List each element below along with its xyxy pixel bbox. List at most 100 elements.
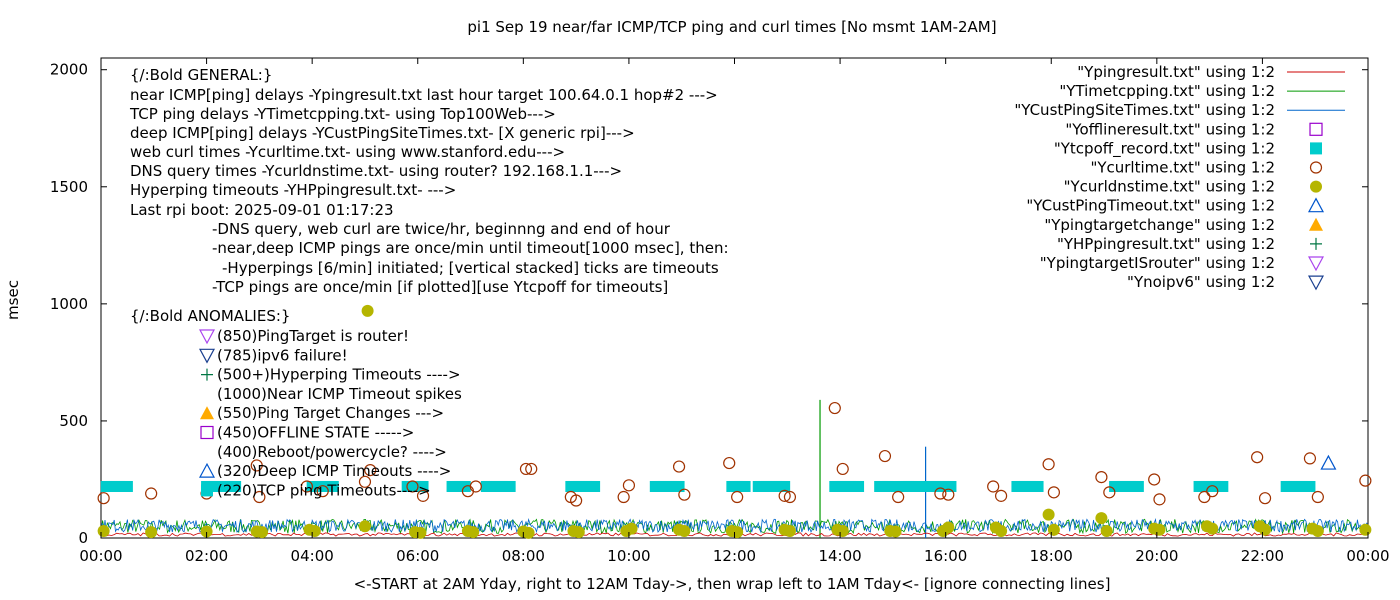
legend-label: "Ycurltime.txt" using 1:2 xyxy=(1090,159,1275,177)
tcp-timeout-marker xyxy=(779,480,791,492)
y-axis-label: msec xyxy=(4,280,22,320)
anomaly-text: (400)Reboot/powercycle? ----> xyxy=(217,443,447,461)
tcp-timeout-marker xyxy=(739,480,751,492)
x-tick-label: 08:00 xyxy=(502,547,545,565)
legend-marker xyxy=(1307,197,1325,213)
tcp-timeout-marker xyxy=(327,480,339,492)
series-point-6 xyxy=(889,525,902,538)
y-tick-label: 0 xyxy=(78,529,88,547)
x-tick-label: 16:00 xyxy=(924,547,967,565)
x-tick-label: 10:00 xyxy=(607,547,650,565)
series-point-6 xyxy=(97,524,110,537)
legend-label: "Ytcpoff_record.txt" using 1:2 xyxy=(1054,139,1275,158)
x-axis-label: <-START at 2AM Yday, right to 12AM Tday-… xyxy=(354,575,1111,593)
legend: "Ypingresult.txt" using 1:2"YTimetcpping… xyxy=(1014,63,1345,291)
series-point-5 xyxy=(570,494,583,507)
plot-area xyxy=(97,57,1372,539)
anomaly-marker xyxy=(201,368,213,381)
series-point-6 xyxy=(995,524,1008,537)
tcp-timeout-marker xyxy=(417,480,429,492)
legend-marker xyxy=(1309,161,1323,174)
series-point-5 xyxy=(622,479,636,492)
legend-marker xyxy=(1309,122,1323,136)
legend-marker xyxy=(1309,217,1323,231)
x-tick-label: 22:00 xyxy=(1241,547,1284,565)
series-point-5 xyxy=(1095,471,1108,484)
x-tick-label: 20:00 xyxy=(1135,547,1178,565)
series-point-5 xyxy=(1359,474,1372,487)
anomaly-marker xyxy=(198,329,216,345)
anomaly-text: (550)Ping Target Changes ---> xyxy=(217,404,444,422)
x-tick-label: 14:00 xyxy=(818,547,861,565)
x-tick-label: 00:00 xyxy=(1346,547,1389,565)
legend-marker xyxy=(1310,180,1322,193)
legend-marker xyxy=(1310,142,1322,155)
tcp-timeout-marker xyxy=(945,480,957,492)
series-point-5 xyxy=(250,459,263,472)
series-point-6 xyxy=(256,526,269,539)
annotation-line: -Hyperpings [6/min] initiated; [vertical… xyxy=(222,259,719,277)
annotation-line: DNS query times -Ycurldnstime.txt- using… xyxy=(130,162,622,180)
anomaly-marker xyxy=(200,406,214,420)
series-point-6 xyxy=(200,525,213,538)
legend-label: "YpingtargetISrouter" using 1:2 xyxy=(1040,254,1275,272)
series-point-5 xyxy=(416,489,430,502)
legend-marker xyxy=(1310,237,1322,250)
series-point-5 xyxy=(525,462,538,476)
series-point-6 xyxy=(942,521,955,534)
x-tick-label: 02:00 xyxy=(185,547,228,565)
series-point-6 xyxy=(361,304,374,317)
series-point-5 xyxy=(519,462,533,476)
legend-label: "YCustPingSiteTimes.txt" using 1:2 xyxy=(1014,101,1275,119)
series-point-5 xyxy=(364,463,377,477)
annotation-line: -TCP pings are once/min [if plotted][use… xyxy=(212,278,668,296)
series-point-6 xyxy=(1042,508,1055,521)
series-point-5 xyxy=(892,490,905,504)
y-tick-label: 500 xyxy=(59,412,88,430)
annotation-line: near ICMP[ping] delays -Ypingresult.txt … xyxy=(130,86,718,104)
annotation-line: -DNS query, web curl are twice/hr, begin… xyxy=(212,220,671,238)
series-point-6 xyxy=(836,524,849,537)
series-point-6 xyxy=(145,526,158,539)
tcp-timeout-marker xyxy=(1132,480,1144,492)
series-point-5 xyxy=(678,488,691,501)
series-point-6 xyxy=(414,526,427,539)
series-point-5 xyxy=(828,401,841,415)
chart-title: pi1 Sep 19 near/far ICMP/TCP ping and cu… xyxy=(467,18,996,36)
series-point-6 xyxy=(783,524,796,537)
series-point-6 xyxy=(1095,512,1108,525)
anomaly-marker xyxy=(198,348,216,364)
axis-ticks: 00:00 02:00 04:00 06:00 08:00 10:00 12:00 14:00… xyxy=(50,58,1390,565)
series-point-5 xyxy=(1251,451,1264,464)
anomaly-text: (500+)Hyperping Timeouts ----> xyxy=(217,366,461,384)
anomaly-text: (450)OFFLINE STATE -----> xyxy=(217,424,414,442)
series-point-5 xyxy=(836,462,849,476)
annotation-line: Last rpi boot: 2025-09-01 01:17:23 xyxy=(130,201,394,219)
series-point-5 xyxy=(316,485,329,498)
tcp-timeout-marker xyxy=(504,480,516,492)
series-point-6 xyxy=(1047,523,1060,536)
series-point-5 xyxy=(1148,473,1161,486)
anomaly-marker xyxy=(198,462,216,478)
anomaly-text: (785)ipv6 failure! xyxy=(217,346,348,364)
series-point-7 xyxy=(1320,454,1337,470)
series-point-6 xyxy=(678,524,691,537)
annotation-line: web curl times -Ycurltime.txt- using www… xyxy=(130,143,565,161)
series-point-5 xyxy=(1047,486,1060,499)
annotation-line: deep ICMP[ping] delays -YCustPingSiteTim… xyxy=(130,124,635,142)
series-point-5 xyxy=(617,490,630,504)
series-point-5 xyxy=(469,480,482,493)
tcp-timeout-marker xyxy=(589,480,601,492)
tcp-timeout-marker xyxy=(1032,480,1044,492)
legend-label: "YTimetcpping.txt" using 1:2 xyxy=(1059,82,1275,100)
series-point-6 xyxy=(625,522,638,535)
x-tick-label: 18:00 xyxy=(1030,547,1073,565)
tcp-timeout-marker xyxy=(230,480,242,492)
series-point-6 xyxy=(1359,523,1372,536)
series-point-5 xyxy=(987,480,1000,493)
series-point-5 xyxy=(672,460,686,473)
series-point-5 xyxy=(1303,452,1317,465)
series-point-5 xyxy=(994,489,1008,502)
annotation-block: {/:Bold GENERAL:} near ICMP[ping] delays … xyxy=(129,66,729,325)
